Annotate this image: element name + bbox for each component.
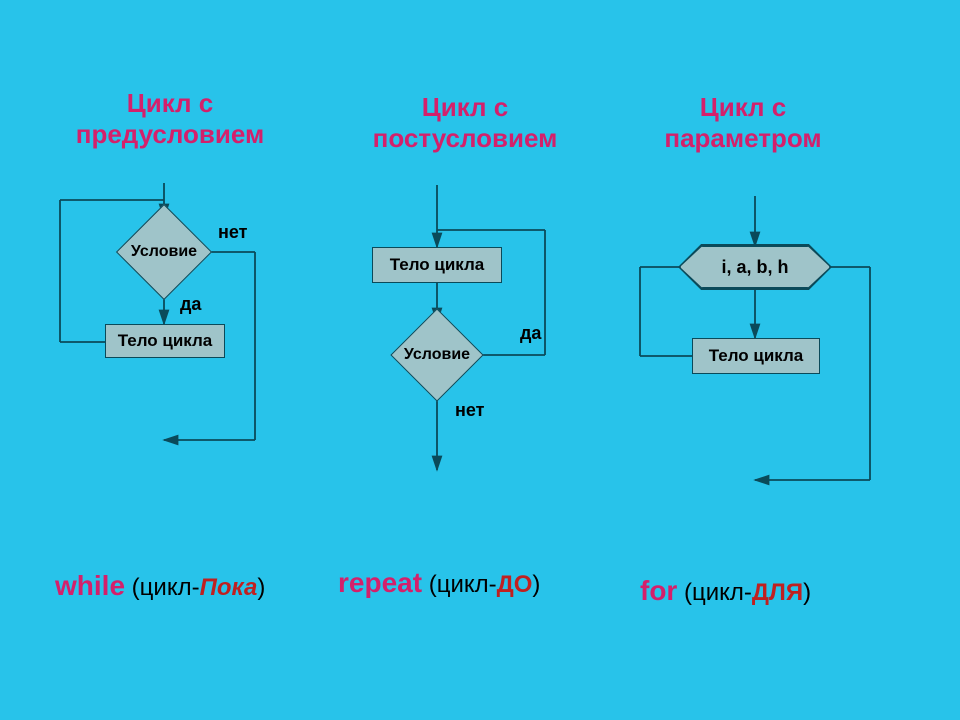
title-precondition: Цикл спредусловием: [60, 88, 280, 150]
for-body-box: Тело цикла: [692, 338, 820, 374]
repeat-yes-label: да: [520, 323, 541, 344]
while-condition-diamond: Условие: [130, 218, 198, 286]
repeat-no-label: нет: [455, 400, 484, 421]
caption-while: while (цикл-Пока): [55, 570, 265, 602]
repeat-condition-diamond: Условие: [404, 322, 470, 388]
while-yes-label: да: [180, 294, 201, 315]
title-parameter: Цикл спараметром: [638, 92, 848, 154]
while-body-box: Тело цикла: [105, 324, 225, 358]
while-no-label: нет: [218, 222, 247, 243]
caption-for: for (цикл-ДЛЯ): [640, 575, 811, 607]
title-postcondition: Цикл спостусловием: [355, 92, 575, 154]
caption-repeat: repeat (цикл-ДО): [338, 567, 540, 599]
for-params-hexagon: i, a, b, h: [680, 246, 830, 288]
repeat-body-box: Тело цикла: [372, 247, 502, 283]
